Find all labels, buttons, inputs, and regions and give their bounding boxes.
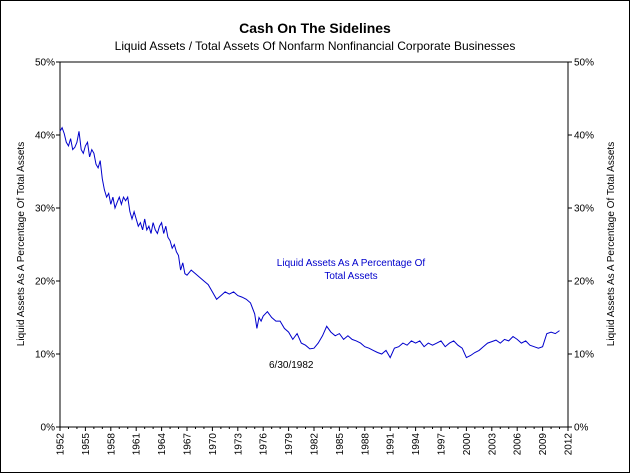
y-tick-label-right: 50% <box>574 58 594 69</box>
x-tick-label: 2009 <box>538 433 549 456</box>
annotation-series-label-line2: Total Assets <box>324 271 377 282</box>
series-line-liquid-assets <box>59 126 560 359</box>
x-tick-label: 1985 <box>335 433 346 456</box>
x-tick-label: 1961 <box>132 433 143 456</box>
x-tick-label: 2003 <box>487 433 498 456</box>
annotation-date-label: 6/30/1982 <box>269 360 314 371</box>
y-tick-label-left: 40% <box>35 131 55 142</box>
y-tick-label-right: 0% <box>574 423 589 434</box>
x-tick-label: 1958 <box>106 433 117 456</box>
chart-title: Cash On The Sidelines <box>239 20 391 36</box>
x-tick-label: 1964 <box>157 433 168 456</box>
x-tick-label: 1982 <box>310 433 321 456</box>
x-tick-label: 2000 <box>462 433 473 456</box>
y-tick-label-right: 40% <box>574 131 594 142</box>
y-tick-label-right: 10% <box>574 350 594 361</box>
x-tick-label: 2012 <box>564 433 575 456</box>
x-tick-label: 1973 <box>233 433 244 456</box>
x-tick-label: 1952 <box>56 433 67 456</box>
x-tick-label: 1997 <box>437 433 448 456</box>
x-tick-label: 1976 <box>259 433 270 456</box>
x-tick-label: 1967 <box>183 433 194 456</box>
y-tick-label-left: 30% <box>35 204 55 215</box>
x-tick-label: 1979 <box>284 433 295 456</box>
y-tick-label-left: 0% <box>41 423 56 434</box>
y-axis-label-left: Liquid Assets As A Percentage Of Total A… <box>16 142 27 346</box>
x-tick-label: 1955 <box>81 433 92 456</box>
y-tick-label-right: 20% <box>574 277 594 288</box>
annotation-series-label-line1: Liquid Assets As A Percentage Of <box>277 258 426 269</box>
y-tick-label-left: 50% <box>35 58 55 69</box>
y-tick-label-right: 30% <box>574 204 594 215</box>
y-tick-label-left: 20% <box>35 277 55 288</box>
x-tick-label: 1988 <box>360 433 371 456</box>
chart-subtitle: Liquid Assets / Total Assets Of Nonfarm … <box>114 39 516 53</box>
plot-area <box>59 61 569 428</box>
x-tick-label: 2006 <box>513 433 524 456</box>
x-tick-label: 1994 <box>411 433 422 456</box>
y-axis-label-right: Liquid Assets As A Percentage Of Total A… <box>606 142 617 346</box>
y-tick-label-left: 10% <box>35 350 55 361</box>
x-tick-label: 1991 <box>386 433 397 456</box>
x-tick-label: 1970 <box>208 433 219 456</box>
y-axis-right: 0% 10% 20% 30% 40% 50% <box>568 58 594 434</box>
x-axis: 1952 1955 1958 1961 1964 1967 1970 1973 1976 1979… <box>56 427 575 455</box>
y-axis-left: 0% 10% 20% 30% 40% 50% <box>35 58 60 434</box>
